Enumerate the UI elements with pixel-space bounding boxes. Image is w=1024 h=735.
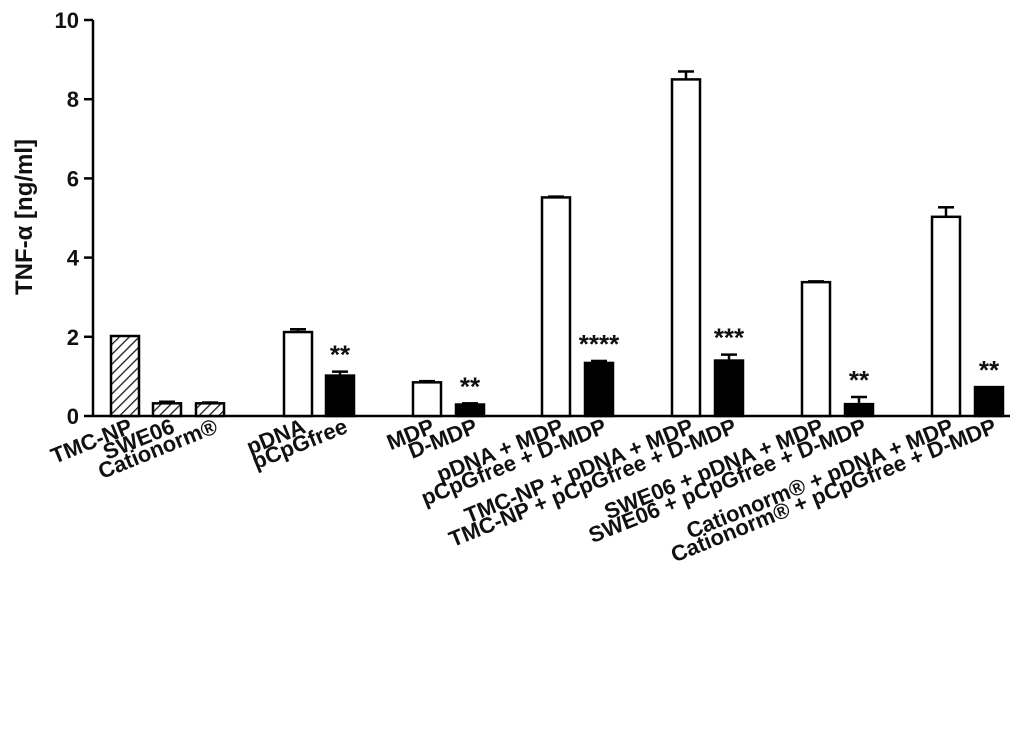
significance-label: *** [714,323,745,353]
y-tick-label: 6 [67,166,79,191]
bar [324,374,356,418]
bar [713,359,745,418]
significance-label: ** [330,340,351,370]
y-tick-label: 4 [67,246,80,271]
bar [282,330,314,418]
bar [109,334,141,418]
bar [583,361,615,418]
y-tick-label: 2 [67,325,79,350]
significance-label: ** [979,355,1000,385]
bar [973,385,1005,418]
y-tick-label: 10 [55,8,79,33]
significance-label: ** [849,365,870,395]
bar [540,196,572,418]
bar [930,215,962,418]
bars-group [109,70,1005,418]
significance-label: **** [579,329,620,359]
bar [800,280,832,418]
bar [411,381,443,418]
bar [670,78,702,418]
y-axis-title: TNF-α [ng/ml] [11,139,38,295]
y-tick-label: 8 [67,87,79,112]
y-tick-label: 0 [67,404,79,429]
significance-label: ** [460,371,481,401]
